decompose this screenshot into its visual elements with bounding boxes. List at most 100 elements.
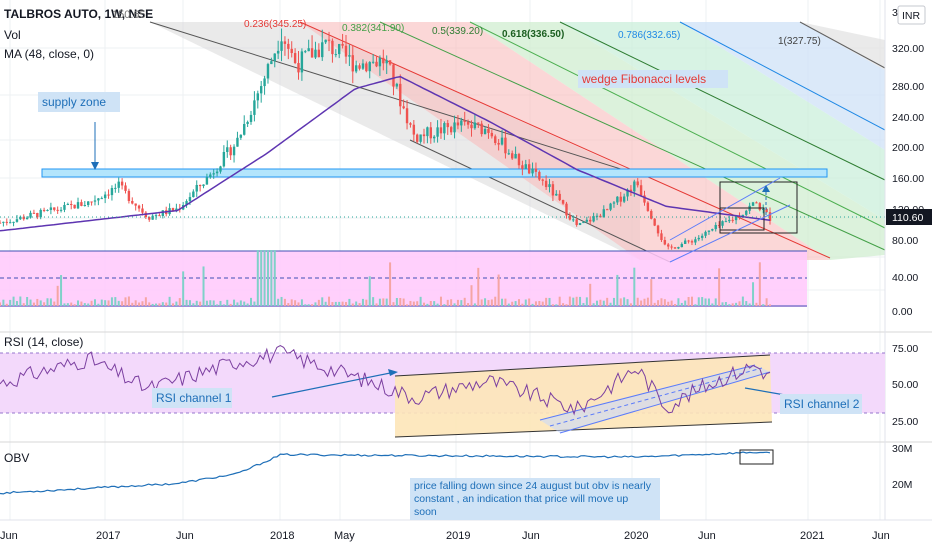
- volume-bar: [199, 301, 202, 306]
- volume-bar: [341, 301, 344, 306]
- volume-bar: [579, 296, 582, 306]
- volume-bar: [127, 296, 130, 306]
- candle-body: [494, 136, 497, 143]
- candle-body: [290, 48, 293, 54]
- candle-body: [460, 120, 463, 126]
- volume-bar: [270, 250, 273, 306]
- rsi-axis[interactable]: 75.00 50.00 25.00: [892, 343, 918, 428]
- candle-body: [270, 61, 273, 65]
- volume-bar: [735, 302, 738, 306]
- candle-body: [745, 210, 748, 215]
- candle-body: [558, 193, 561, 201]
- candle-body: [276, 50, 280, 54]
- volume-bar: [402, 298, 405, 306]
- volume-bar: [602, 300, 605, 306]
- volume-bar: [416, 301, 419, 306]
- volume-bar: [650, 279, 653, 306]
- fibonacci-wedge-bands: [149, 21, 886, 263]
- volume-bar: [690, 296, 693, 306]
- candle-body: [239, 134, 243, 138]
- volume-bar: [504, 298, 507, 306]
- candle-body: [249, 114, 253, 122]
- candle-body: [612, 202, 616, 204]
- volume-bar: [256, 250, 259, 306]
- candle-body: [209, 174, 212, 178]
- volume-bar: [134, 300, 137, 306]
- volume-bar: [202, 266, 205, 306]
- candle-body: [205, 177, 209, 185]
- volume-bar: [117, 300, 120, 306]
- rsi-channel-1-label: RSI channel 1: [156, 391, 232, 405]
- price-axis[interactable]: 320.00280.00240.00200.00160.00120.0080.0…: [892, 43, 924, 318]
- volume-bar: [585, 297, 588, 306]
- volume-bar: [531, 303, 534, 306]
- volume-bar: [70, 302, 73, 306]
- volume-bar: [321, 297, 324, 306]
- candle-body: [497, 142, 500, 145]
- volume-bar: [304, 304, 307, 306]
- volume-bar: [239, 300, 242, 306]
- supply-zone-arrow-head: [91, 162, 99, 170]
- candle-body: [185, 201, 188, 206]
- symbol-title[interactable]: TALBROS AUTO, 1W, NSE: [4, 7, 153, 21]
- rsi-legend[interactable]: RSI (14, close): [4, 335, 83, 349]
- obv-legend[interactable]: OBV: [4, 451, 29, 465]
- candle-body: [263, 78, 266, 87]
- volume-bar: [728, 304, 731, 306]
- candle-body: [283, 41, 287, 44]
- volume-bar: [375, 303, 378, 306]
- volume-bar: [192, 303, 195, 306]
- price-tick-label: 0.00: [892, 306, 913, 318]
- candle-body: [755, 202, 758, 204]
- candle-body: [768, 212, 772, 221]
- volume-bar: [80, 301, 83, 306]
- candle-body: [483, 128, 487, 135]
- volume-bar: [355, 301, 358, 306]
- currency-button[interactable]: [897, 5, 926, 25]
- obv-axis[interactable]: 30M 20M: [892, 443, 912, 491]
- supply-zone: [41, 168, 828, 178]
- candle-body: [589, 219, 592, 222]
- volume-bar: [606, 297, 609, 306]
- candle-body: [195, 184, 198, 192]
- time-tick-label: Jun: [872, 530, 890, 542]
- time-axis[interactable]: Jun 2017 Jun 2018 May 2019 Jun 2020 Jun 2021 Jun: [0, 530, 890, 542]
- price-tick-label: 280.00: [892, 81, 924, 93]
- volume-bar: [568, 296, 571, 306]
- volume-bar: [551, 304, 554, 306]
- candle-body: [371, 61, 375, 63]
- candle-body: [643, 195, 646, 203]
- volume-bar: [185, 299, 188, 306]
- volume-bar: [280, 296, 283, 306]
- volume-bar: [589, 283, 592, 306]
- volume-bar: [517, 299, 520, 306]
- vol-legend[interactable]: Vol: [4, 28, 21, 42]
- candle-body: [42, 209, 46, 211]
- candle-body: [480, 123, 483, 135]
- candle-body: [453, 122, 456, 133]
- fib-line-0618: [559, 21, 886, 181]
- candle-body: [683, 240, 687, 244]
- ma-legend[interactable]: MA (48, close, 0): [4, 47, 94, 61]
- volume-bar: [443, 304, 446, 306]
- volume-bar: [575, 296, 578, 306]
- candle-body: [680, 243, 684, 248]
- time-tick-label: Jun: [176, 530, 194, 542]
- volume-bar: [300, 299, 303, 306]
- volume-bar: [524, 299, 527, 306]
- candle-body: [388, 60, 392, 65]
- fib-label-1: 1(327.75): [778, 36, 821, 47]
- candle-body: [348, 55, 351, 57]
- candle-body: [707, 230, 711, 232]
- candle-body: [304, 51, 307, 53]
- volume-bar: [707, 298, 710, 306]
- volume-bar: [63, 303, 66, 306]
- candle-body: [22, 216, 25, 220]
- volume-bar: [629, 303, 632, 306]
- candle-body: [758, 203, 762, 210]
- candle-body: [158, 215, 161, 217]
- volume-bar: [660, 298, 663, 306]
- volume-bar: [460, 300, 463, 306]
